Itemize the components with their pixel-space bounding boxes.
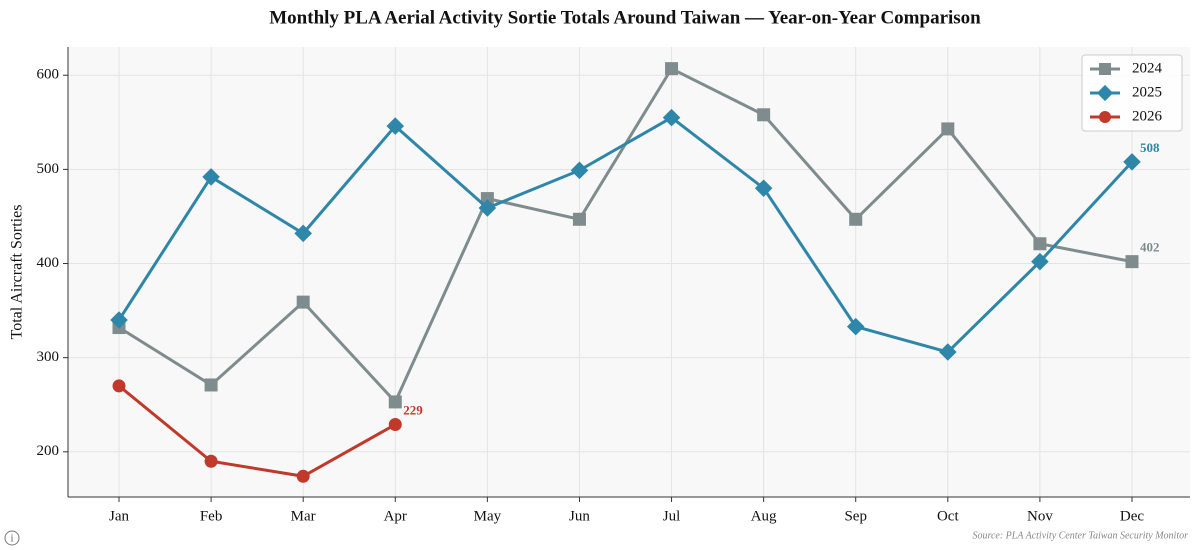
series-line	[118, 384, 397, 478]
chart-title: Monthly PLA Aerial Activity Sortie Total…	[269, 7, 981, 28]
y-tick-label: 300	[37, 349, 60, 365]
marker	[1099, 63, 1111, 75]
marker	[110, 311, 128, 329]
marker	[478, 199, 497, 217]
marker	[846, 317, 865, 336]
legend-label: 2025	[1132, 84, 1162, 100]
marker	[754, 179, 773, 197]
x-tick-label: Oct	[937, 508, 959, 524]
marker	[849, 212, 863, 226]
marker	[296, 469, 310, 483]
y-tick-label: 400	[37, 255, 60, 271]
x-tick-label: Aug	[751, 508, 777, 524]
series-line	[117, 115, 1134, 354]
legend-label: 2026	[1132, 108, 1163, 124]
marker	[1031, 252, 1049, 271]
x-tick-label: Jun	[569, 508, 590, 524]
y-tick-label: 200	[37, 443, 60, 459]
x-tick-label: Dec	[1120, 508, 1144, 524]
y-tick-label: 500	[37, 161, 60, 177]
plot-background	[68, 47, 1190, 497]
x-tick-label: Nov	[1027, 508, 1053, 524]
marker	[294, 224, 312, 243]
marker	[572, 212, 586, 226]
info-icon: i	[4, 530, 20, 546]
x-tick-label: Feb	[200, 508, 223, 524]
marker	[662, 108, 681, 127]
x-tick-label: Jan	[109, 508, 129, 524]
data-label: 229	[403, 402, 423, 417]
marker	[112, 379, 126, 393]
x-tick-label: Apr	[384, 508, 407, 524]
marker	[1125, 255, 1139, 269]
x-tick-label: May	[474, 508, 502, 524]
marker	[388, 418, 402, 432]
x-tick-label: Sep	[844, 508, 867, 524]
x-tick-label: Jul	[663, 508, 681, 524]
marker	[941, 122, 955, 136]
y-axis-label: Total Aircraft Sorties	[9, 205, 26, 340]
marker	[386, 117, 405, 135]
marker	[570, 161, 589, 180]
marker	[665, 62, 679, 76]
marker	[1123, 153, 1141, 171]
marker	[757, 108, 771, 122]
svg-text:i: i	[11, 533, 14, 544]
y-tick-label: 600	[37, 67, 60, 83]
marker	[1033, 237, 1047, 251]
marker	[1096, 84, 1114, 102]
marker	[480, 192, 494, 206]
marker	[939, 343, 957, 361]
marker	[202, 168, 220, 186]
marker	[388, 395, 402, 409]
marker	[1099, 111, 1111, 123]
marker	[204, 454, 218, 468]
data-label: 402	[1140, 240, 1160, 255]
legend-label: 2024	[1132, 60, 1163, 76]
marker	[296, 295, 310, 309]
marker	[204, 378, 218, 392]
data-label: 508	[1140, 140, 1160, 155]
source-note: Source: PLA Activity Center Taiwan Secur…	[972, 530, 1188, 541]
x-tick-label: Mar	[291, 508, 316, 524]
